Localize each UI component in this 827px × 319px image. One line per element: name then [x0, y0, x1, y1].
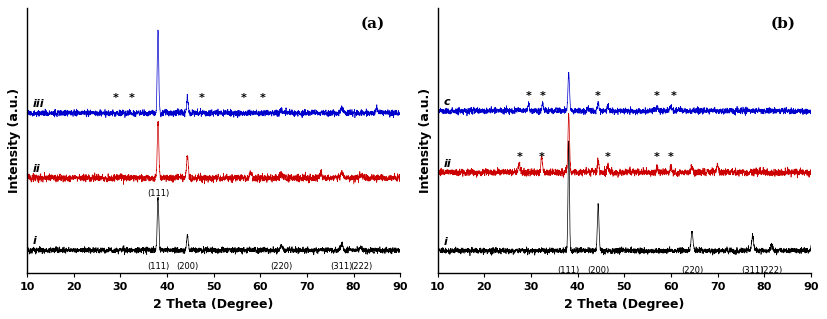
Text: iii: iii	[32, 99, 44, 109]
Text: (220): (220)	[270, 262, 292, 271]
Text: (222): (222)	[350, 262, 372, 271]
Text: (111): (111)	[147, 262, 170, 271]
Y-axis label: Intensity (a.u.): Intensity (a.u.)	[8, 88, 22, 193]
Text: ii: ii	[32, 164, 41, 174]
Text: ii: ii	[443, 159, 451, 169]
Text: (b): (b)	[771, 16, 796, 30]
Text: *: *	[595, 91, 601, 100]
Text: *: *	[112, 93, 118, 103]
Text: (a): (a)	[361, 16, 385, 30]
Text: *: *	[668, 152, 674, 162]
Text: i: i	[443, 237, 447, 247]
Text: *: *	[526, 91, 532, 100]
X-axis label: 2 Theta (Degree): 2 Theta (Degree)	[153, 298, 274, 311]
Text: c: c	[443, 97, 450, 107]
Text: *: *	[538, 152, 545, 162]
Text: *: *	[540, 91, 546, 100]
Text: (311): (311)	[331, 262, 353, 271]
Text: i: i	[32, 236, 36, 246]
Y-axis label: Intensity (a.u.): Intensity (a.u.)	[419, 88, 432, 193]
Text: *: *	[654, 152, 660, 162]
Text: *: *	[671, 91, 676, 100]
Text: (111): (111)	[147, 189, 170, 198]
Text: *: *	[605, 152, 611, 162]
Text: *: *	[129, 93, 135, 103]
Text: *: *	[199, 93, 205, 103]
Text: (220): (220)	[681, 266, 703, 275]
Text: (200): (200)	[176, 262, 198, 271]
X-axis label: 2 Theta (Degree): 2 Theta (Degree)	[564, 298, 685, 311]
Text: (311): (311)	[741, 266, 764, 275]
Text: *: *	[516, 152, 522, 162]
Text: *: *	[654, 91, 660, 100]
Text: *: *	[260, 93, 265, 103]
Text: (222): (222)	[761, 266, 783, 275]
Text: (111): (111)	[557, 266, 580, 275]
Text: *: *	[241, 93, 246, 103]
Text: (200): (200)	[587, 266, 609, 275]
